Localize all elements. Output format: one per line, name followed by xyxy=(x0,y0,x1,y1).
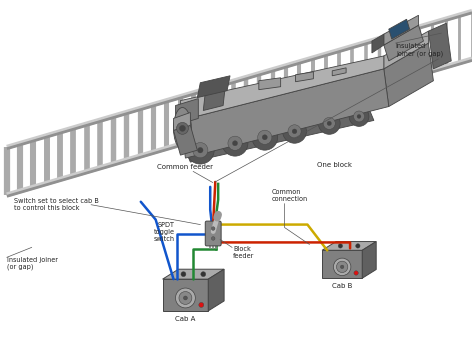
Text: Block
feeder: Block feeder xyxy=(233,246,255,259)
Circle shape xyxy=(340,265,344,269)
Polygon shape xyxy=(197,76,230,98)
Polygon shape xyxy=(163,269,224,279)
Polygon shape xyxy=(295,72,313,82)
Circle shape xyxy=(180,125,185,131)
Circle shape xyxy=(201,272,206,277)
Circle shape xyxy=(323,117,335,129)
Polygon shape xyxy=(175,99,198,125)
Circle shape xyxy=(183,296,187,300)
Polygon shape xyxy=(173,112,191,130)
Polygon shape xyxy=(322,241,376,250)
Circle shape xyxy=(186,136,214,164)
Circle shape xyxy=(349,107,369,126)
Circle shape xyxy=(354,271,358,275)
Polygon shape xyxy=(389,19,410,39)
Polygon shape xyxy=(181,56,384,120)
Circle shape xyxy=(357,115,361,118)
Circle shape xyxy=(356,244,360,248)
Ellipse shape xyxy=(173,108,191,149)
Circle shape xyxy=(319,112,340,134)
Circle shape xyxy=(222,130,248,156)
Polygon shape xyxy=(181,69,389,158)
Circle shape xyxy=(252,125,278,150)
Text: Insulated joiner
(or gap): Insulated joiner (or gap) xyxy=(7,257,58,270)
Polygon shape xyxy=(384,31,428,69)
Circle shape xyxy=(176,122,188,134)
Text: Common
connection: Common connection xyxy=(272,189,308,202)
Text: SPDT
toggle
switch: SPDT toggle switch xyxy=(154,222,174,241)
Polygon shape xyxy=(322,250,362,278)
Circle shape xyxy=(175,288,195,308)
Circle shape xyxy=(211,227,215,230)
Circle shape xyxy=(179,291,192,304)
Circle shape xyxy=(211,237,215,240)
Circle shape xyxy=(354,111,365,122)
Circle shape xyxy=(327,121,331,126)
Polygon shape xyxy=(428,23,451,69)
Circle shape xyxy=(199,302,204,308)
Circle shape xyxy=(333,258,351,276)
Circle shape xyxy=(181,272,186,277)
Polygon shape xyxy=(259,78,281,90)
Circle shape xyxy=(258,130,272,144)
Circle shape xyxy=(338,244,343,248)
Text: Cab A: Cab A xyxy=(175,316,196,322)
Text: Insulated
joiner (or gap): Insulated joiner (or gap) xyxy=(396,43,443,56)
Polygon shape xyxy=(203,88,225,110)
Polygon shape xyxy=(362,241,376,278)
Circle shape xyxy=(337,261,348,272)
Polygon shape xyxy=(173,125,197,155)
Circle shape xyxy=(228,136,242,150)
Circle shape xyxy=(292,129,297,134)
Circle shape xyxy=(288,125,301,138)
Polygon shape xyxy=(208,269,224,311)
Polygon shape xyxy=(332,68,346,76)
Circle shape xyxy=(198,147,203,153)
Circle shape xyxy=(262,135,267,140)
Circle shape xyxy=(283,119,306,143)
Circle shape xyxy=(232,141,237,146)
Polygon shape xyxy=(163,279,208,311)
Text: One block: One block xyxy=(317,162,352,168)
Polygon shape xyxy=(384,15,419,45)
FancyBboxPatch shape xyxy=(205,221,221,246)
Circle shape xyxy=(192,142,208,158)
Polygon shape xyxy=(384,25,423,61)
Text: Common feeder: Common feeder xyxy=(157,164,213,183)
Polygon shape xyxy=(384,43,433,107)
Text: Cab B: Cab B xyxy=(332,283,352,289)
Text: Switch set to select cab B
to control this block: Switch set to select cab B to control th… xyxy=(14,198,99,211)
Polygon shape xyxy=(372,34,384,53)
Polygon shape xyxy=(185,108,374,162)
